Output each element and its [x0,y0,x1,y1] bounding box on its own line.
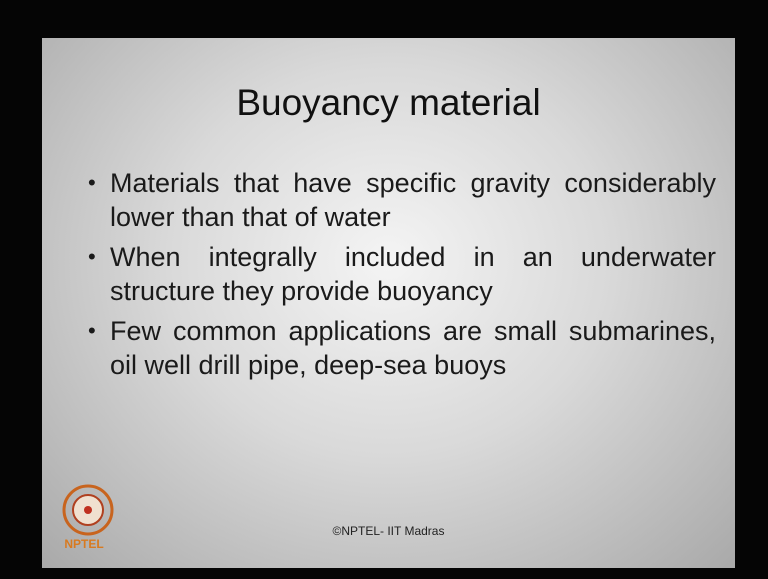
bullet: When integrally included in an underwate… [88,240,716,308]
slide: Buoyancy material Materials that have sp… [42,38,735,568]
slide-title: Buoyancy material [236,82,541,123]
logo-text: NPTEL [64,537,103,551]
bullet: Materials that have specific gravity con… [88,166,716,234]
bullet: Few common applications are small submar… [88,314,716,382]
bullet-list: Materials that have specific gravity con… [88,166,716,388]
logo: NPTEL [62,484,114,551]
logo-core [84,506,92,514]
footer: ©NPTEL- IIT Madras [332,524,445,538]
logo-ring [62,484,114,536]
